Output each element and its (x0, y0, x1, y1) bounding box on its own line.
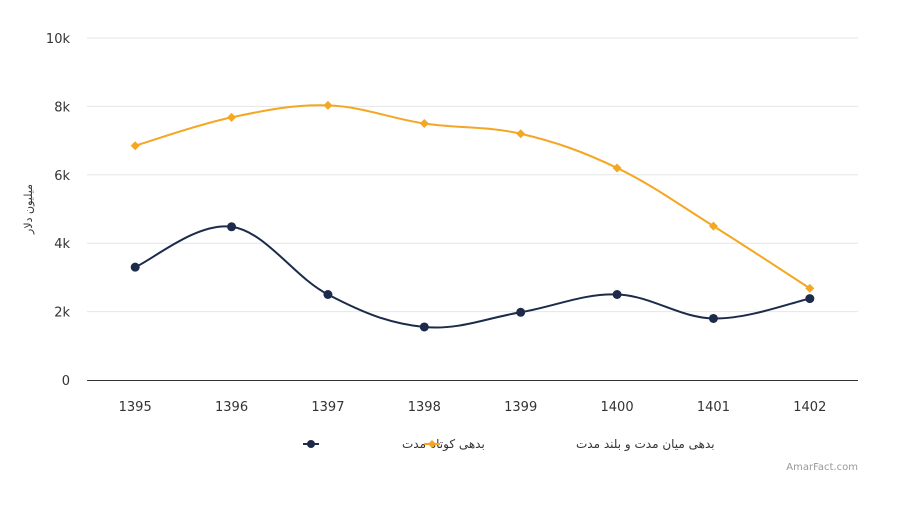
y-axis-label: میلیون دلار (22, 184, 35, 235)
y-tick-label: 8k (54, 100, 70, 115)
x-tick-label: 1400 (601, 400, 634, 415)
data-point[interactable] (805, 283, 815, 293)
y-tick-label: 2k (54, 306, 70, 321)
credit-text[interactable]: AmarFact.com (786, 462, 858, 473)
legend-label: بدهی کوتاه مدت (402, 437, 485, 452)
series-1 (130, 100, 815, 293)
y-axis-ticks: 0 2k 4k 6k 8k 10k (46, 32, 71, 389)
data-point[interactable] (419, 119, 429, 128)
data-point[interactable] (227, 112, 237, 122)
x-tick-label: 1399 (504, 400, 537, 415)
legend-label: بدهی میان مدت و بلند مدت (576, 437, 715, 452)
data-point[interactable] (708, 221, 718, 231)
series-group (130, 100, 815, 332)
data-point[interactable] (323, 290, 333, 299)
x-tick-label: 1396 (215, 400, 248, 415)
y-tick-label: 4k (54, 237, 70, 252)
y-tick-label: 6k (54, 169, 70, 184)
data-point[interactable] (516, 307, 526, 317)
data-point[interactable] (419, 322, 429, 332)
x-tick-label: 1398 (408, 400, 441, 415)
data-point[interactable] (612, 290, 622, 299)
data-point[interactable] (805, 294, 815, 304)
x-tick-label: 1395 (119, 400, 152, 415)
y-tick-label: 0 (62, 374, 70, 389)
data-point[interactable] (227, 222, 237, 232)
data-point[interactable] (130, 141, 140, 151)
data-point[interactable] (708, 313, 718, 323)
legend[interactable]: بدهی کوتاه مدت بدهی میان مدت و بلند مدت (303, 437, 715, 452)
legend-marker (428, 440, 436, 448)
series-0 (130, 222, 815, 332)
data-point[interactable] (130, 262, 140, 272)
legend-item-1[interactable]: بدهی میان مدت و بلند مدت (424, 437, 715, 452)
x-tick-label: 1402 (793, 400, 826, 415)
data-point[interactable] (516, 129, 526, 139)
data-point[interactable] (323, 100, 333, 110)
data-point[interactable] (612, 163, 622, 173)
series-line (134, 225, 811, 329)
grid-lines (87, 37, 858, 313)
legend-item-0[interactable]: بدهی کوتاه مدت (303, 437, 485, 452)
x-tick-label: 1401 (697, 400, 730, 415)
x-tick-label: 1397 (311, 400, 344, 415)
y-tick-label: 10k (46, 32, 71, 47)
series-line (134, 104, 811, 290)
legend-marker (307, 440, 315, 448)
x-axis-ticks: 1395 1396 1397 1398 1399 1400 1401 1402 (119, 400, 827, 415)
